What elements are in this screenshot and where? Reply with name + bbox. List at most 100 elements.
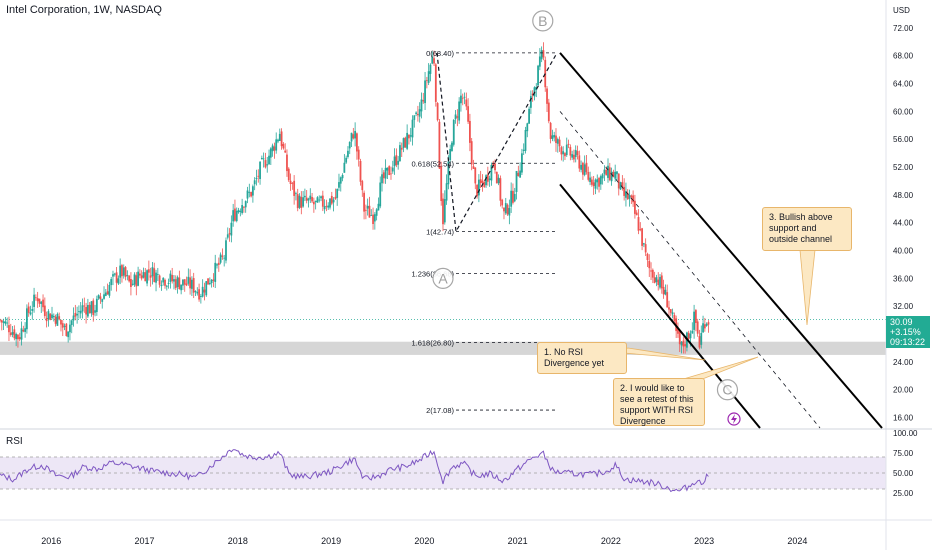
candle-body (192, 278, 195, 293)
candle-body (205, 281, 208, 296)
candle-body (112, 274, 114, 277)
candle-body (178, 277, 181, 290)
candle-body (486, 174, 489, 182)
time-tick-label: 2017 (135, 536, 155, 546)
candle-body (499, 178, 502, 201)
candle-body (668, 307, 670, 310)
candle-body (404, 137, 407, 148)
candle-body (119, 265, 122, 278)
candle-body (513, 193, 516, 202)
candle-body (92, 300, 95, 315)
candle-body (266, 164, 269, 166)
candle-body (171, 275, 174, 282)
candle-body (54, 316, 57, 324)
price-tick-label: 60.00 (893, 107, 914, 116)
candle-body (94, 310, 96, 313)
candle-body (282, 144, 285, 149)
candle-body (11, 332, 14, 335)
candle-body (422, 100, 425, 102)
candle-body (601, 174, 604, 179)
candle-body (185, 283, 188, 286)
candle-body (420, 99, 423, 112)
candle-body (176, 277, 179, 287)
candle-body (537, 65, 539, 86)
candle-body (506, 204, 509, 215)
candle-body (137, 271, 140, 286)
lightning-bolt (731, 414, 737, 424)
candle-body (549, 122, 552, 139)
candle-body (219, 254, 222, 263)
candle-body (488, 178, 491, 180)
candle-body (599, 176, 602, 185)
candle-body (142, 272, 145, 278)
time-tick-label: 2023 (694, 536, 714, 546)
candle-body (366, 205, 369, 209)
candle-body (515, 170, 518, 192)
candle-body (646, 253, 649, 261)
candle-body (503, 207, 505, 212)
candle-body (280, 131, 283, 147)
candle-body (248, 191, 251, 193)
candle-body (424, 80, 426, 104)
candle-body (678, 331, 681, 345)
candle-body (56, 313, 59, 326)
candle-body (316, 197, 319, 203)
candle-body (583, 164, 586, 175)
candle-body (36, 298, 39, 302)
note-1[interactable]: 1. No RSI Divergence yet (537, 342, 627, 374)
wave-circle (716, 379, 739, 401)
candle-body (243, 206, 245, 208)
support-zone (0, 341, 886, 355)
candle-body (449, 148, 452, 161)
time-tick-label: 2024 (787, 536, 807, 546)
candle-body (456, 116, 459, 118)
price-tick-label: 32.00 (893, 302, 914, 311)
candle-body (607, 165, 609, 178)
candle-body (399, 145, 401, 162)
rsi-panel-label: RSI (6, 436, 23, 447)
current-price-tag: 30.09 +3.15% 09:13:22 (886, 316, 930, 348)
candle-body (275, 139, 278, 151)
candle-body (309, 195, 312, 200)
candle-body (463, 96, 466, 98)
candle-body (13, 329, 16, 339)
candle-body (289, 180, 292, 184)
candle-body (390, 173, 392, 175)
note-2[interactable]: 2. I would like to see a retest of this … (613, 378, 705, 426)
candle-body (470, 141, 473, 165)
candle-body (183, 279, 186, 285)
candle-body (198, 289, 200, 300)
candle-body (660, 275, 663, 289)
candle-body (189, 277, 192, 289)
candle-body (345, 157, 348, 163)
candle-body (555, 135, 557, 143)
candle-body (174, 279, 177, 289)
candle-body (703, 324, 706, 329)
wave-circle (432, 267, 454, 289)
candle-body (330, 195, 333, 204)
note-3[interactable]: 3. Bullish above support and outside cha… (762, 207, 852, 251)
candle-body (519, 170, 522, 178)
candle-body (669, 309, 672, 313)
candle-body (90, 301, 93, 314)
channel-upper-line (559, 52, 883, 429)
candle-body (131, 283, 134, 285)
candle-body (400, 147, 403, 150)
candle-body (379, 182, 382, 207)
candle-body (469, 120, 471, 143)
candle-body (528, 108, 530, 124)
candle-body (567, 143, 570, 145)
candle-body (440, 166, 443, 202)
candle-body (673, 314, 676, 321)
candle-body (268, 155, 270, 165)
candle-body (341, 174, 344, 179)
candle-body (628, 195, 631, 199)
candle-body (589, 177, 591, 183)
candle-body (246, 190, 249, 199)
candle-body (117, 278, 120, 284)
candle-body (603, 169, 606, 174)
candle-body (547, 102, 550, 122)
candle-body (286, 154, 288, 172)
candle-body (508, 208, 511, 216)
